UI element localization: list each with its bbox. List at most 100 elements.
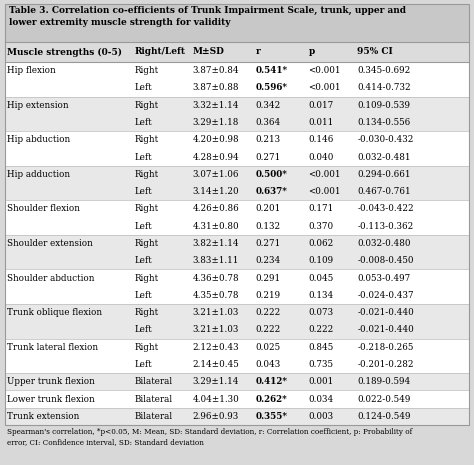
Text: 3.21±1.03: 3.21±1.03	[192, 308, 239, 317]
Bar	[5, 287, 469, 304]
Text: 0.500*: 0.500*	[255, 170, 287, 179]
Bar	[5, 42, 469, 62]
Text: 2.12±0.43: 2.12±0.43	[192, 343, 239, 352]
Text: Left: Left	[135, 326, 152, 334]
Text: Shoulder flexion: Shoulder flexion	[7, 205, 80, 213]
Bar	[5, 373, 469, 391]
Text: 0.637*: 0.637*	[255, 187, 287, 196]
Bar	[5, 356, 469, 373]
Text: 0.025: 0.025	[255, 343, 280, 352]
Text: Hip flexion: Hip flexion	[7, 66, 56, 75]
Text: 95% CI: 95% CI	[357, 47, 393, 57]
Text: 0.040: 0.040	[309, 153, 334, 161]
Text: -0.113-0.362: -0.113-0.362	[357, 222, 414, 231]
Bar	[5, 252, 469, 269]
Text: Trunk extension: Trunk extension	[7, 412, 79, 421]
Text: 0.062: 0.062	[309, 239, 334, 248]
Text: -0.201-0.282: -0.201-0.282	[357, 360, 414, 369]
Bar	[5, 200, 469, 218]
Text: 0.294-0.661: 0.294-0.661	[357, 170, 411, 179]
Text: <0.001: <0.001	[309, 170, 341, 179]
Text: Left: Left	[135, 256, 152, 266]
Bar	[5, 321, 469, 339]
Text: Right/Left: Right/Left	[135, 47, 186, 57]
Text: 3.21±1.03: 3.21±1.03	[192, 326, 239, 334]
Text: Hip abduction: Hip abduction	[7, 135, 70, 144]
Text: 0.467-0.761: 0.467-0.761	[357, 187, 411, 196]
Text: 0.845: 0.845	[309, 343, 334, 352]
Text: Right: Right	[135, 343, 159, 352]
Text: Shoulder extension: Shoulder extension	[7, 239, 93, 248]
Text: Hip extension: Hip extension	[7, 101, 69, 110]
Text: r: r	[255, 47, 260, 57]
Text: Left: Left	[135, 222, 152, 231]
Text: Spearman's correlation, *p<0.05, M: Mean, SD: Standard deviation, r: Correlation: Spearman's correlation, *p<0.05, M: Mean…	[7, 428, 412, 446]
Text: 0.073: 0.073	[309, 308, 334, 317]
Text: Left: Left	[135, 153, 152, 161]
Bar	[5, 131, 469, 148]
Text: Bilateral: Bilateral	[135, 377, 173, 386]
Text: Left: Left	[135, 187, 152, 196]
Text: 4.26±0.86: 4.26±0.86	[192, 205, 239, 213]
Text: 0.011: 0.011	[309, 118, 334, 127]
Text: Trunk oblique flexion: Trunk oblique flexion	[7, 308, 102, 317]
Text: 0.213: 0.213	[255, 135, 280, 144]
Text: Left: Left	[135, 360, 152, 369]
Text: 4.31±0.80: 4.31±0.80	[192, 222, 239, 231]
Text: <0.001: <0.001	[309, 66, 341, 75]
Text: 0.134: 0.134	[309, 291, 334, 300]
Text: 0.291: 0.291	[255, 273, 280, 283]
Text: 3.14±1.20: 3.14±1.20	[192, 187, 239, 196]
Bar	[5, 114, 469, 131]
Text: -0.021-0.440: -0.021-0.440	[357, 308, 414, 317]
Text: 3.82±1.14: 3.82±1.14	[192, 239, 239, 248]
Text: Left: Left	[135, 291, 152, 300]
Text: 0.189-0.594: 0.189-0.594	[357, 377, 410, 386]
Text: Right: Right	[135, 66, 159, 75]
Text: 0.541*: 0.541*	[255, 66, 287, 75]
Text: 0.134-0.556: 0.134-0.556	[357, 118, 410, 127]
Bar	[5, 4, 469, 42]
Text: 4.36±0.78: 4.36±0.78	[192, 273, 239, 283]
Text: 0.219: 0.219	[255, 291, 280, 300]
Bar	[5, 235, 469, 252]
Text: 2.96±0.93: 2.96±0.93	[192, 412, 239, 421]
Bar	[5, 391, 469, 408]
Bar	[5, 148, 469, 166]
Text: 0.364: 0.364	[255, 118, 281, 127]
Bar	[5, 80, 469, 97]
Text: 0.355*: 0.355*	[255, 412, 287, 421]
Text: M±SD: M±SD	[192, 47, 225, 57]
Text: -0.218-0.265: -0.218-0.265	[357, 343, 414, 352]
Text: -0.024-0.437: -0.024-0.437	[357, 291, 414, 300]
Text: 0.412*: 0.412*	[255, 377, 287, 386]
Bar	[5, 304, 469, 321]
Text: 0.053-0.497: 0.053-0.497	[357, 273, 410, 283]
Bar	[5, 339, 469, 356]
Text: 0.262*: 0.262*	[255, 395, 287, 404]
Bar	[5, 269, 469, 287]
Text: 0.146: 0.146	[309, 135, 334, 144]
Bar	[5, 166, 469, 183]
Text: 4.04±1.30: 4.04±1.30	[192, 395, 239, 404]
Text: Left: Left	[135, 118, 152, 127]
Text: Muscle strengths (0-5): Muscle strengths (0-5)	[7, 47, 122, 57]
Text: 3.83±1.11: 3.83±1.11	[192, 256, 239, 266]
Text: Right: Right	[135, 273, 159, 283]
Text: 0.132: 0.132	[255, 222, 280, 231]
Text: Right: Right	[135, 170, 159, 179]
Text: 3.32±1.14: 3.32±1.14	[192, 101, 239, 110]
Text: Shoulder abduction: Shoulder abduction	[7, 273, 94, 283]
Text: 0.271: 0.271	[255, 153, 281, 161]
Text: 0.222: 0.222	[255, 326, 281, 334]
Text: Bilateral: Bilateral	[135, 395, 173, 404]
Text: 3.29±1.14: 3.29±1.14	[192, 377, 239, 386]
Text: 0.201: 0.201	[255, 205, 281, 213]
Text: 0.032-0.480: 0.032-0.480	[357, 239, 411, 248]
Text: 4.35±0.78: 4.35±0.78	[192, 291, 239, 300]
Text: 0.271: 0.271	[255, 239, 281, 248]
Text: 0.414-0.732: 0.414-0.732	[357, 83, 411, 93]
Text: 0.001: 0.001	[309, 377, 334, 386]
Text: 0.017: 0.017	[309, 101, 334, 110]
Text: 3.07±1.06: 3.07±1.06	[192, 170, 239, 179]
